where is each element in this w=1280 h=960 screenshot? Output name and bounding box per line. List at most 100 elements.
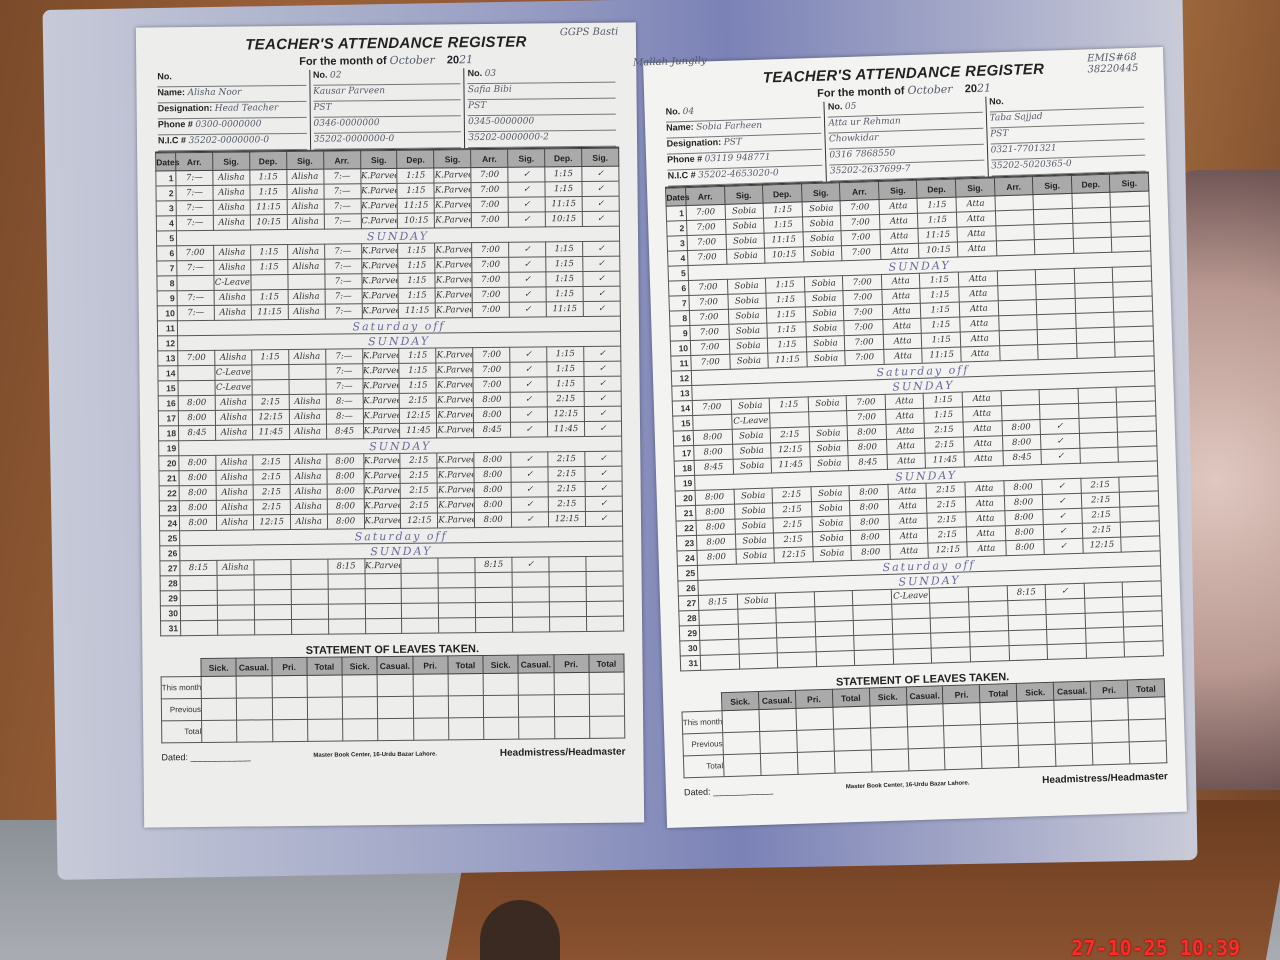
teacher-designation-value: Head Teacher: [214, 103, 279, 114]
attendance-cell: [1035, 268, 1075, 285]
attendance-cell: [1037, 343, 1077, 360]
attendance-cell: K.Parveen: [362, 348, 400, 364]
attendance-cell: 7:00: [686, 219, 726, 236]
attendance-cell: 7:—: [324, 273, 362, 290]
attendance-cell: [1075, 327, 1115, 344]
attendance-cell: 12:15: [399, 408, 437, 424]
leave-cell: [483, 673, 519, 696]
attendance-cell: [1039, 388, 1079, 405]
attendance-cell: 8:00: [178, 455, 216, 471]
attendance-cell: Alisha: [213, 199, 251, 216]
attendance-cell: [814, 590, 854, 607]
attendance-cell: K.Parveen: [436, 422, 474, 439]
attendance-cell: 1:15: [545, 241, 583, 257]
column-header: Sig.: [1109, 173, 1149, 193]
attendance-cell: Atta: [885, 393, 925, 410]
attendance-cell: 7:00: [689, 309, 729, 326]
attendance-cell: [1001, 404, 1041, 421]
attendance-cell: Atta: [960, 345, 1000, 363]
margin-note: EMIS#68 38220445: [1087, 51, 1139, 76]
attendance-cell: K.Parveen: [434, 182, 472, 199]
attendance-cell: 1:15: [249, 169, 287, 185]
attendance-cell: K.Parveen: [363, 483, 401, 499]
attendance-cell: [291, 604, 329, 620]
attendance-cell: K.Parveen: [434, 167, 472, 184]
date-cell: 1: [666, 205, 687, 222]
attendance-cell: 2:15: [926, 481, 966, 499]
leave-cell: [483, 695, 519, 718]
date-cell: 25: [159, 530, 180, 546]
signatory-label: Headmistress/Headmaster: [499, 746, 626, 759]
teacher-info: No. 04 Name: Sobia Farheen Designation: PS…: [662, 91, 1149, 188]
attendance-cell: Alisha: [216, 499, 254, 516]
attendance-cell: C-Leave: [213, 274, 251, 291]
attendance-cell: [700, 654, 740, 671]
date-cell: 8: [669, 310, 690, 327]
attendance-cell: [853, 604, 893, 621]
attendance-cell: 1:15: [763, 201, 803, 219]
leave-cell: [236, 719, 273, 743]
leave-cell: [907, 725, 945, 749]
teacher-nic: 35202-0000000-2: [468, 130, 617, 149]
teacher-no-value: 04: [682, 106, 695, 118]
attendance-cell: 2:15: [924, 436, 965, 454]
attendance-cell: 7:00: [845, 349, 885, 366]
attendance-cell: Atta: [956, 225, 996, 243]
attendance-cell: 1:15: [924, 406, 964, 424]
date-cell: 3: [156, 200, 177, 216]
attendance-cell: [1118, 445, 1158, 463]
leave-cell: [448, 695, 484, 718]
leave-row-label: Previous: [161, 698, 202, 721]
date-cell: 15: [158, 380, 179, 396]
attendance-cell: ✓: [583, 301, 621, 317]
leave-cell: [980, 701, 1018, 725]
leave-cell: [553, 694, 590, 717]
attendance-cell: 8:00: [1004, 524, 1044, 541]
attendance-cell: [995, 224, 1035, 241]
attendance-cell: Atta: [883, 348, 923, 365]
leave-row-label: This month.: [161, 676, 202, 699]
attendance-cell: [1046, 613, 1086, 630]
attendance-cell: 7:—: [323, 168, 361, 185]
leave-cell: [869, 704, 908, 729]
teacher-info-column: No. 05 Atta ur Rehman Chowkidar 0316 786855…: [823, 96, 988, 182]
attendance-cell: 7:—: [176, 200, 214, 216]
leave-cell: [272, 719, 308, 742]
attendance-cell: Atta: [886, 453, 926, 470]
leave-column-header: Casual.: [236, 657, 272, 677]
attendance-cell: [438, 557, 476, 574]
attendance-cell: [217, 619, 255, 636]
month-value: October: [907, 82, 953, 98]
attendance-cell: 7:—: [324, 243, 362, 260]
attendance-cell: Sobia: [804, 290, 844, 307]
attendance-cell: 7:—: [176, 260, 214, 276]
attendance-cell: 12:15: [928, 541, 968, 559]
attendance-cell: 7:00: [844, 319, 884, 336]
attendance-cell: [1007, 614, 1047, 631]
attendance-cell: [438, 602, 476, 618]
date-cell: 20: [675, 490, 696, 507]
attendance-cell: 2:15: [548, 481, 586, 497]
attendance-cell: Sobia: [727, 278, 767, 295]
date-cell: 15: [672, 415, 694, 432]
attendance-cell: [853, 619, 893, 636]
attendance-cell: 1:15: [250, 289, 288, 305]
attendance-cell: 1:15: [249, 184, 287, 200]
leave-cell: [553, 672, 590, 695]
left-page: GGPS Basti TEACHER'S ATTENDANCE REGISTER F…: [135, 22, 645, 828]
leave-cell: [271, 675, 308, 698]
attendance-cell: [814, 620, 855, 637]
attendance-cell: 2:15: [400, 468, 438, 484]
attendance-cell: 7:00: [841, 229, 881, 246]
attendance-cell: 7:00: [471, 197, 509, 213]
date-cell: 17: [673, 445, 695, 462]
teacher-name: Safia Bibi: [467, 82, 616, 101]
attendance-cell: 2:15: [773, 531, 813, 548]
attendance-cell: K.Parveen: [436, 362, 474, 379]
attendance-cell: Sobia: [726, 248, 766, 265]
attendance-cell: [968, 585, 1008, 602]
teacher-phone-value: 0300-0000000: [195, 119, 262, 131]
attendance-cell: Alisha: [215, 469, 253, 486]
attendance-cell: 7:00: [176, 245, 214, 261]
no-label: No.: [467, 68, 483, 79]
